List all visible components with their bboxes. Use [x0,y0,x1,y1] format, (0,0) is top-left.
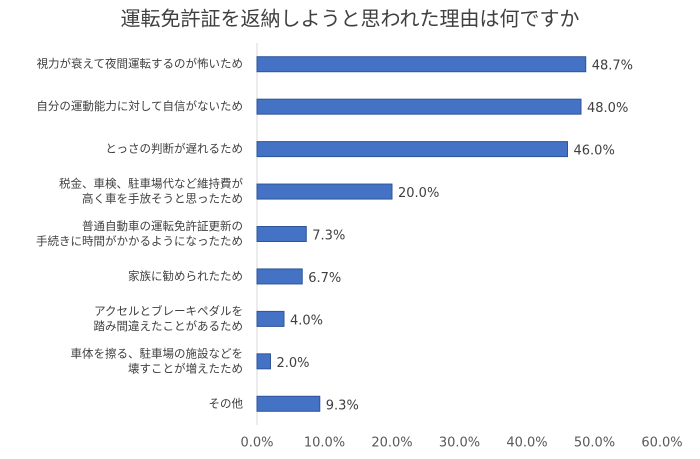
data-label: 4.0% [290,313,323,328]
x-tick-label: 30.0% [439,436,480,451]
x-tick-label: 10.0% [304,436,345,451]
bar [256,183,393,200]
bar [256,310,285,327]
x-tick-label: 40.0% [506,436,547,451]
y-tick-label: 視力が衰えて夜間運転するのが怖いため [37,57,243,71]
y-tick-label: 普通自動車の運転免許証更新の [82,219,243,233]
data-label: 48.7% [592,59,633,74]
y-tick-label: 高く車を手放そうと思ったため [82,192,243,206]
y-tick-label: アクセルとブレーキペダルを [94,304,243,318]
y-tick-label: 車体を擦る、駐車場の施設などを [71,346,244,360]
data-label: 6.7% [308,271,341,286]
y-tick-label: 税金、車検、駐車場代など維持費が [59,177,243,191]
x-tick-label: 60.0% [641,436,682,451]
x-tick-label: 50.0% [574,436,615,451]
data-label: 46.0% [574,144,615,159]
data-label: 20.0% [398,186,439,201]
x-tick-label: 20.0% [371,436,412,451]
y-tick-label: とっさの判断が遅れるため [105,142,243,156]
bar [256,226,307,242]
bar [256,268,303,285]
chart-title: 運転免許証を返納しようと思われた理由は何ですか [121,7,580,31]
y-tick-label: 壊すことが増えたため [128,361,243,375]
data-label: 9.3% [326,398,359,413]
data-label: 7.3% [312,229,345,244]
x-tick-label: 0.0% [240,436,273,451]
y-tick-label: 自分の運動能力に対して自信がないため [36,99,243,113]
bar [256,353,271,370]
bar [256,98,582,115]
data-label: 2.0% [277,356,310,371]
bar [256,395,321,412]
y-tick-label: 手続きに時間がかかるようになったため [36,234,243,248]
y-tick-label: 家族に勧められたため [128,269,243,283]
bar [256,141,568,158]
data-label: 48.0% [587,101,628,116]
bar [256,56,587,73]
y-tick-label: その他 [209,396,244,410]
y-tick-label: 踏み間違えたことがあるため [94,319,244,333]
